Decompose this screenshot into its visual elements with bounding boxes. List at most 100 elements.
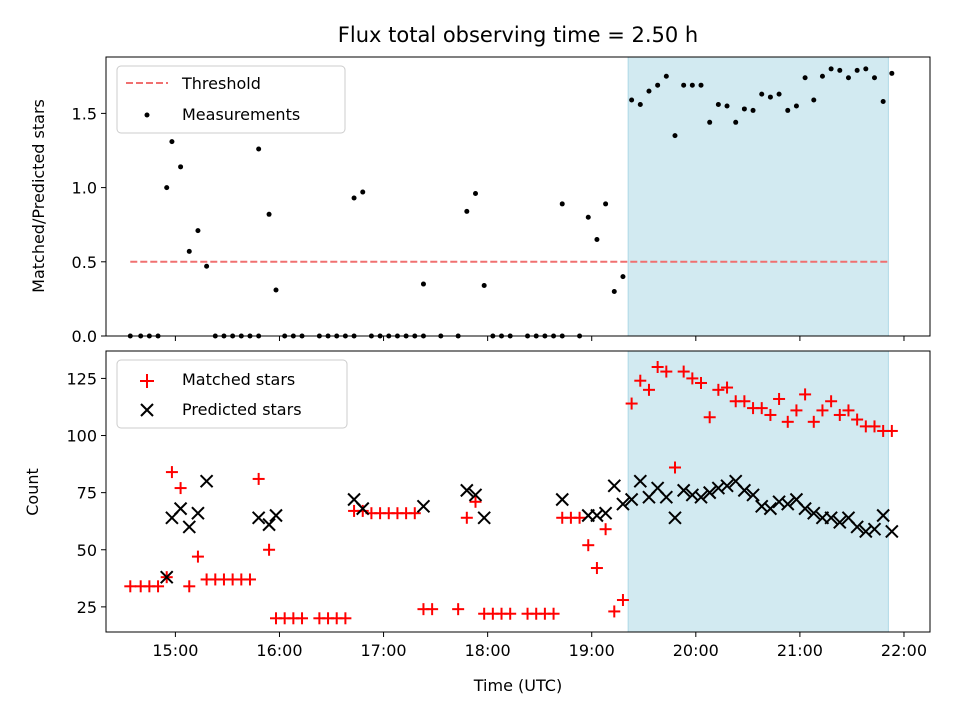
measurement-point	[759, 91, 765, 97]
predicted-stars-point	[262, 517, 276, 532]
measurement-point	[655, 82, 661, 88]
matched-stars-point	[296, 612, 309, 625]
measurement-point	[828, 66, 834, 72]
measurement-point	[169, 139, 175, 145]
top-series-1	[127, 66, 895, 339]
x-tick-label: 21:00	[777, 641, 823, 660]
bottom-y-tick-label: 125	[66, 369, 97, 388]
predicted-stars-point	[624, 492, 639, 507]
legend-measurements-label: Measurements	[182, 105, 300, 124]
top-y-tick-label: 0.0	[72, 327, 97, 346]
measurement-point	[724, 103, 730, 109]
measurement-point	[880, 99, 886, 105]
matched-stars-point	[842, 404, 855, 417]
predicted-stars-point	[160, 570, 174, 584]
top-legend-box	[116, 65, 346, 134]
predicted-stars-point	[763, 501, 778, 516]
matched-stars-point	[426, 603, 439, 616]
bottom-series-1	[124, 360, 898, 625]
measurement-point	[889, 70, 895, 76]
predicted-stars-point	[833, 515, 847, 530]
matched-stars-point	[408, 507, 421, 520]
measurement-point	[594, 237, 600, 243]
x-tick-label: 18:00	[465, 641, 511, 660]
predicted-stars-point	[737, 483, 752, 498]
bottom-y-axis-label: Count	[23, 468, 42, 516]
measurement-point	[186, 248, 192, 254]
measurement-point	[750, 107, 756, 113]
predicted-stars-point	[685, 488, 700, 502]
bottom-highlight-span	[627, 350, 889, 633]
measurement-point	[845, 75, 851, 81]
measurement-point	[689, 82, 695, 88]
bottom-series-2	[160, 474, 899, 584]
predicted-stars-point	[781, 497, 795, 511]
measurement-point	[663, 73, 669, 79]
bottom-y-tick-label: 75	[77, 484, 97, 503]
measurement-point	[266, 211, 272, 217]
legend-matched-swatch	[140, 374, 154, 388]
measurement-point	[811, 97, 817, 103]
top-plot-frame	[105, 56, 931, 337]
measurement-point	[585, 214, 591, 220]
legend-matched-label: Matched stars	[182, 370, 295, 389]
matched-stars-point	[781, 415, 794, 428]
x-tick-label: 15:00	[152, 641, 198, 660]
matched-stars-point	[573, 511, 586, 524]
measurement-point	[360, 189, 366, 195]
predicted-stars-point	[607, 479, 621, 493]
predicted-stars-point	[720, 479, 734, 493]
top-legend: Threshold Measurements	[116, 65, 346, 134]
measurement-point	[646, 88, 652, 94]
measurement-point	[629, 97, 635, 103]
predicted-stars-point	[269, 508, 283, 523]
measurement-point	[472, 191, 478, 197]
matched-stars-point	[868, 420, 881, 433]
predicted-stars-point	[807, 506, 821, 520]
top-highlight-span	[627, 56, 889, 337]
measurement-point	[785, 107, 791, 113]
measurement-point	[767, 94, 773, 100]
measurement-point	[802, 75, 808, 81]
predicted-stars-point	[356, 501, 370, 516]
measurement-point	[195, 228, 201, 234]
chart-title: Flux total observing time = 2.50 h	[338, 23, 698, 47]
matched-stars-point	[165, 466, 178, 479]
measurement-point	[819, 73, 825, 79]
matched-stars-point	[152, 580, 165, 593]
measurement-point	[164, 185, 170, 191]
predicted-stars-point	[191, 506, 205, 520]
predicted-stars-point	[859, 524, 873, 539]
x-axis-label: Time (UTC)	[473, 676, 562, 695]
predicted-stars-point	[659, 490, 674, 504]
measurement-point	[863, 66, 869, 72]
predicted-stars-point	[694, 490, 708, 504]
measurement-point	[871, 75, 877, 81]
measurement-point	[741, 106, 747, 112]
matched-stars-point	[547, 607, 560, 620]
predicted-stars-point	[468, 488, 483, 502]
matched-stars-point	[263, 543, 276, 556]
matched-stars-point	[703, 411, 716, 424]
predicted-stars-point	[824, 511, 838, 525]
measurement-point	[620, 274, 626, 280]
x-tick-label: 20:00	[673, 641, 719, 660]
matched-stars-point	[677, 365, 690, 378]
matched-stars-point	[460, 511, 473, 524]
bottom-y-tick-label: 50	[77, 541, 97, 560]
measurement-point	[204, 263, 210, 269]
predicted-stars-point	[676, 483, 691, 498]
predicted-stars-point	[755, 499, 769, 514]
bottom-legend: Matched stars Predicted stars	[116, 359, 348, 429]
bottom-y-tick-label: 100	[66, 427, 97, 446]
matched-stars-point	[469, 495, 482, 508]
top-y-tick-label: 0.5	[72, 253, 97, 272]
matched-stars-point	[816, 404, 829, 417]
matched-stars-point	[660, 365, 673, 378]
matched-stars-point	[504, 607, 517, 620]
measurement-point	[464, 208, 470, 214]
matched-stars-point	[721, 381, 734, 394]
matched-stars-point	[799, 388, 812, 401]
matched-stars-point	[885, 424, 898, 437]
